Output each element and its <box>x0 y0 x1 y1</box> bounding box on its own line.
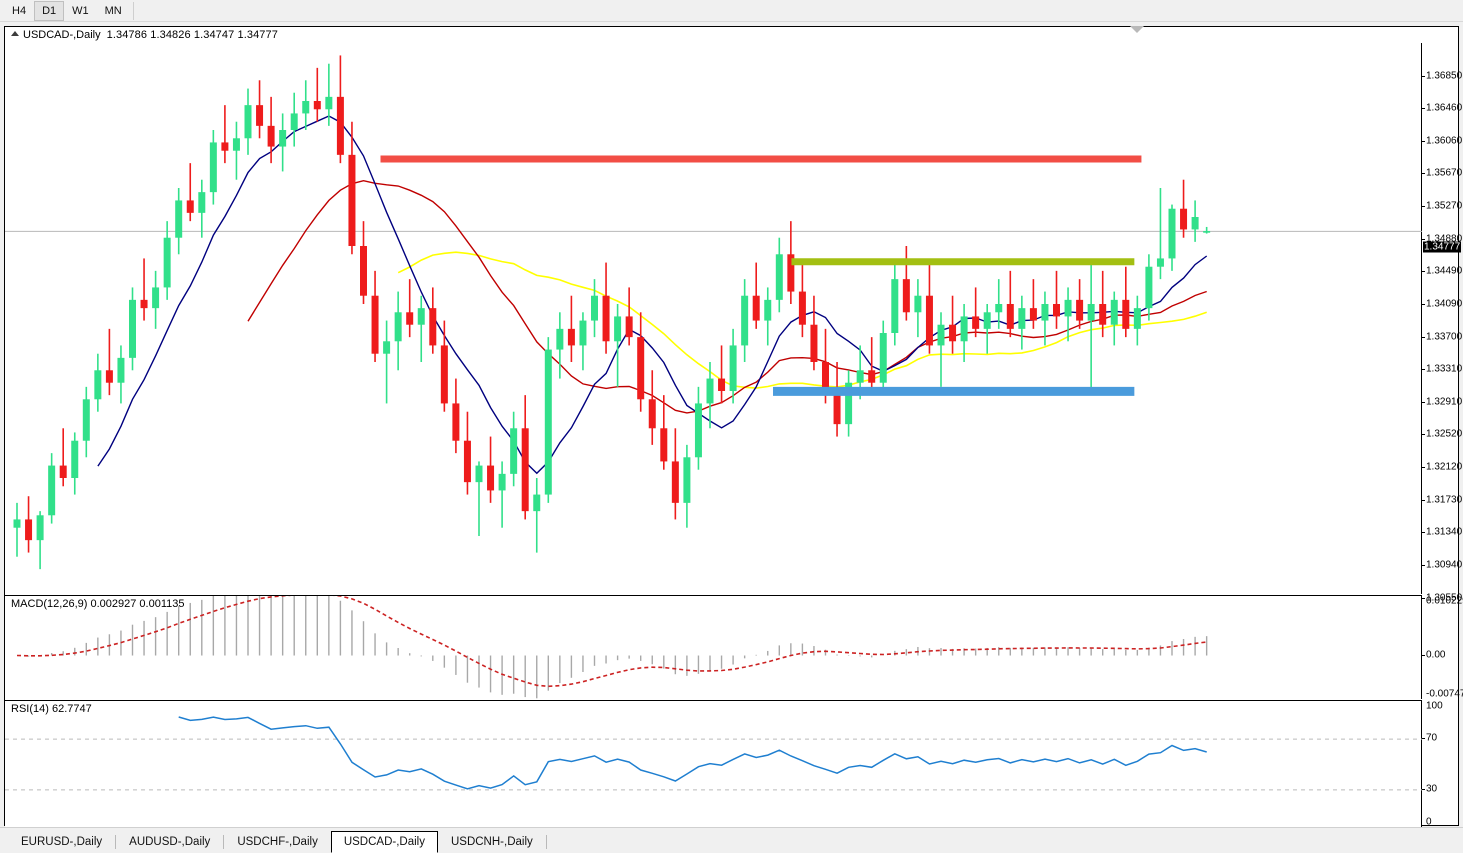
rsi-tick-mark <box>1422 738 1425 740</box>
price-tick-label: 1.30940 <box>1426 559 1463 571</box>
price-tick-label: 1.32520 <box>1426 428 1463 440</box>
tab-divider <box>223 835 225 849</box>
price-tick-mark <box>1422 304 1425 306</box>
price-tick-label: 1.32910 <box>1426 396 1463 408</box>
chart-tab-usdcad[interactable]: USDCAD-,Daily <box>330 831 438 853</box>
price-tick-label: 1.30550 <box>1426 592 1463 604</box>
timeframe-toolbar: H4 D1 W1 MN <box>0 0 1463 22</box>
rsi-pane[interactable]: RSI(14) 62.7747 <box>5 700 1422 828</box>
tab-divider <box>115 835 117 849</box>
price-tick-label: 1.34880 <box>1426 233 1463 245</box>
expand-triangle-icon[interactable] <box>11 31 19 36</box>
price-tick-label: 1.35270 <box>1426 200 1463 212</box>
price-tick-label: 1.34490 <box>1426 265 1463 277</box>
price-tick-mark <box>1422 75 1425 77</box>
price-tick-mark <box>1422 173 1425 175</box>
rsi-tick-label: 0 <box>1426 816 1432 828</box>
timeframe-h4[interactable]: H4 <box>12 4 27 17</box>
price-tick-label: 1.36060 <box>1426 135 1463 147</box>
rsi-label: RSI(14) 62.7747 <box>11 703 92 715</box>
rsi-plot <box>5 716 1422 791</box>
macd-tick-label: 0.010229 <box>1426 595 1463 607</box>
tab-divider <box>545 835 547 849</box>
toolbar-divider <box>132 1 134 20</box>
rsi-tick-label: 70 <box>1426 732 1438 744</box>
price-tick-mark <box>1422 499 1425 501</box>
price-tick-label: 1.33700 <box>1426 331 1463 343</box>
chart-tab-bar: EURUSD-,Daily AUDUSD-,Daily USDCHF-,Daily U… <box>0 827 1463 853</box>
chart-canvas-window: USDCAD-,Daily 1.34786 1.34826 1.34747 1.3… <box>4 26 1463 844</box>
macd-tick-mark <box>1422 654 1425 656</box>
price-tick-mark <box>1422 107 1425 109</box>
price-tick-label: 1.36460 <box>1426 102 1463 114</box>
price-chart-pane[interactable] <box>5 43 1422 594</box>
price-tick-mark <box>1422 368 1425 370</box>
macd-tick-label: -0.007473 <box>1426 688 1463 700</box>
chart-tab-audusd[interactable]: AUDUSD-,Daily <box>129 836 211 848</box>
timeframe-mn[interactable]: MN <box>104 4 122 17</box>
chart-ohlc-values: 1.34786 1.34826 1.34747 1.34777 <box>106 29 278 41</box>
chart-header: USDCAD-,Daily 1.34786 1.34826 1.34747 1.3… <box>5 27 1458 43</box>
price-tick-mark <box>1422 271 1425 273</box>
price-tick-label: 1.31730 <box>1426 494 1463 506</box>
macd-tick-label: 0.00 <box>1426 649 1446 661</box>
rsi-tick-label: 30 <box>1426 783 1438 795</box>
price-tick-mark <box>1422 467 1425 469</box>
price-tick-label: 1.33310 <box>1426 363 1463 375</box>
chart-tab-eurusd[interactable]: EURUSD-,Daily <box>21 836 103 848</box>
price-tick-mark <box>1422 434 1425 436</box>
price-tick-label: 1.35670 <box>1426 167 1463 179</box>
price-tick-label: 1.34090 <box>1426 298 1463 310</box>
price-tick-mark <box>1422 565 1425 567</box>
price-tick-mark <box>1422 532 1425 534</box>
price-tick-mark <box>1422 238 1425 240</box>
price-axis[interactable]: 1.36850 1.36460 1.36060 1.35670 1.35270 1.348… <box>1422 43 1462 603</box>
macd-pane[interactable]: MACD(12,26,9) 0.002927 0.001135 <box>5 595 1422 699</box>
price-tick-mark <box>1422 402 1425 404</box>
macd-plot <box>16 596 1208 699</box>
price-tick-label: 1.31340 <box>1426 526 1463 538</box>
price-plot <box>5 55 1422 570</box>
chart-symbol-label: USDCAD-,Daily <box>23 29 101 41</box>
price-tick-label: 1.36850 <box>1426 70 1463 82</box>
rsi-tick-label: 100 <box>1426 700 1443 712</box>
chart-tab-usdchf[interactable]: USDCHF-,Daily <box>237 836 318 848</box>
price-tick-mark <box>1422 141 1425 143</box>
timeframe-d1[interactable]: D1 <box>34 0 65 21</box>
price-tick-mark <box>1422 336 1425 338</box>
price-tick-mark <box>1422 206 1425 208</box>
macd-label: MACD(12,26,9) 0.002927 0.001135 <box>11 598 185 610</box>
current-price-tag: 1.34777 <box>1423 241 1462 253</box>
macd-axis: 0.010229 0.00 -0.007473 <box>1422 595 1463 700</box>
timeframe-w1[interactable]: W1 <box>72 4 89 17</box>
scroll-marker-icon <box>1130 26 1144 33</box>
rsi-axis: 100 70 30 0 <box>1422 700 1458 828</box>
price-tick-label: 1.32120 <box>1426 461 1463 473</box>
chart-tab-usdcnh[interactable]: USDCNH-,Daily <box>450 836 533 848</box>
rsi-tick-mark <box>1422 788 1425 790</box>
price-tick-mark <box>1422 597 1425 599</box>
